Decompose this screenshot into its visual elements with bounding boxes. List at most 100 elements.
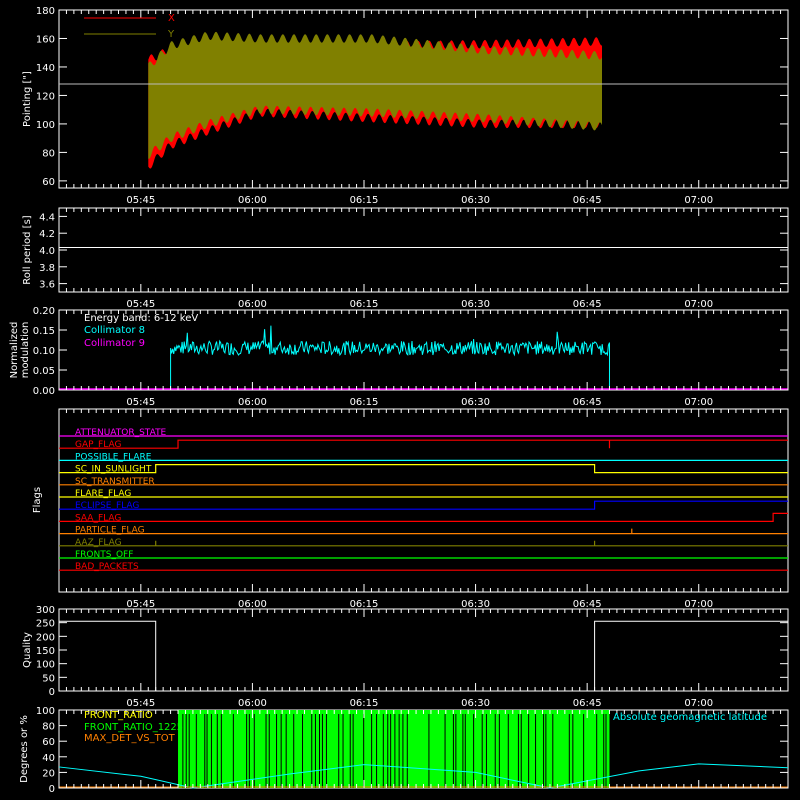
ratios-ylabel: Degrees or % [19, 715, 30, 783]
y-tick-label: 140 [36, 63, 55, 74]
roll-period-panel: 05:45 06:00 06:15 06:30 06:45 07:00 3.6 3.8 4.0 4… [22, 207, 789, 310]
x-tick-label: 06:15 [350, 299, 379, 310]
modulation-legend-title: Energy band: 6-12 keV [84, 313, 198, 324]
x-tick-label: 06:00 [238, 195, 267, 206]
y-tick-label: 40 [42, 753, 55, 764]
y-tick-label: 4.2 [39, 229, 55, 240]
flag-label: FRONTS_OFF [75, 550, 133, 560]
y-tick-label: 200 [36, 632, 55, 643]
flag-label: ECLIPSE_FLAG [75, 501, 139, 511]
y-tick-label: 100 [36, 120, 55, 131]
x-tick-label: 06:15 [350, 698, 379, 709]
x-tick-label: 06:45 [573, 599, 602, 610]
flag-label: SAA_FLAG [75, 513, 121, 523]
x-tick-label: 06:00 [238, 698, 267, 709]
flags-ylabel: Flags [32, 487, 43, 513]
geomagnetic-latitude-line [58, 763, 789, 789]
x-tick-label: 06:00 [238, 299, 267, 310]
y-tick-label: 60 [42, 177, 55, 188]
x-tick-label: 06:30 [461, 397, 490, 408]
x-tick-label: 06:15 [350, 397, 379, 408]
x-tick-label: 05:45 [126, 195, 155, 206]
flag-line [59, 540, 788, 547]
flag-line [59, 512, 788, 522]
x-tick-label: 06:30 [461, 299, 490, 310]
legend-geomag-latitude: Absolute geomagnetic latitude [613, 712, 767, 723]
y-tick-label: 80 [42, 722, 55, 733]
x-tick-label: 06:45 [573, 698, 602, 709]
x-tick-label: 06:45 [573, 195, 602, 206]
legend-front-ratio-1225: FRONT_RATIO_1225 [84, 722, 183, 733]
x-tick-label: 06:30 [461, 599, 490, 610]
y-tick-label: 60 [42, 737, 55, 748]
flags-panel: ATTENUATOR_STATE GAP_FLAG POSSIBLE_FLARE SC… [32, 408, 789, 610]
y-tick-label: 0.20 [33, 306, 55, 317]
x-tick-label: 06:15 [350, 195, 379, 206]
x-tick-label: 07:00 [684, 299, 713, 310]
x-tick-label: 05:45 [126, 397, 155, 408]
x-tick-label: 06:45 [573, 397, 602, 408]
y-tick-label: 3.6 [39, 280, 55, 291]
y-tick-label: 3.8 [39, 263, 55, 274]
x-tick-label: 06:45 [573, 299, 602, 310]
flag-line [59, 464, 788, 474]
y-tick-label: 20 [42, 768, 55, 779]
flag-label: PARTICLE_FLAG [75, 526, 145, 536]
quality-line [59, 620, 788, 692]
quality-ylabel: Quality [22, 632, 33, 668]
y-tick-label: 100 [36, 706, 55, 717]
modulation-ylabel-1: Normalized [9, 322, 20, 379]
flag-label: FLARE_FLAG [75, 489, 131, 499]
legend-collimator-9: Collimator 9 [84, 338, 145, 349]
pointing-ylabel: Pointing ["] [22, 71, 33, 127]
x-tick-label: 07:00 [684, 397, 713, 408]
y-tick-label: 4.4 [39, 212, 55, 223]
flag-label: ATTENUATOR_STATE [75, 428, 167, 438]
y-tick-label: 250 [36, 619, 55, 630]
x-tick-label: 05:45 [126, 299, 155, 310]
y-tick-label: 160 [36, 34, 55, 45]
collimator-8-line [170, 325, 610, 391]
flag-label: SC_IN_SUNLIGHT [75, 465, 152, 475]
y-tick-label: 100 [36, 660, 55, 671]
flag-label: POSSIBLE_FLARE [75, 452, 152, 462]
flag-label: AAZ_FLAG [75, 538, 122, 548]
x-tick-label: 05:45 [126, 698, 155, 709]
x-tick-label: 06:15 [350, 599, 379, 610]
y-tick-label: 150 [36, 646, 55, 657]
x-tick-label: 07:00 [684, 599, 713, 610]
front-ratio-1225-fill [178, 710, 610, 788]
x-tick-label: 06:30 [461, 698, 490, 709]
pointing-panel: 05:45 06:00 06:15 06:30 06:45 07:00 60 80 100 120… [22, 6, 789, 206]
pointing-band-y [148, 31, 603, 159]
legend-x-label: X [168, 13, 175, 24]
flag-line [59, 439, 788, 449]
legend-collimator-8: Collimator 8 [84, 325, 145, 336]
x-tick-label: 05:45 [126, 599, 155, 610]
flag-label: BAD_PACKETS [75, 562, 139, 572]
y-tick-label: 0.10 [33, 346, 55, 357]
x-tick-label: 06:00 [238, 599, 267, 610]
flag-line [59, 528, 788, 535]
x-tick-label: 06:30 [461, 195, 490, 206]
modulation-ylabel-2: modulation [20, 322, 31, 379]
y-tick-label: 300 [36, 605, 55, 616]
modulation-panel: 05:45 06:00 06:15 06:30 06:45 07:00 0.00 0.05 0.… [9, 306, 789, 408]
legend-front-ratio: FRONT_RATIO [84, 710, 153, 721]
flag-line [59, 500, 788, 510]
legend-max-det: MAX_DET_VS_TOT [84, 733, 176, 744]
y-tick-label: 0.15 [33, 326, 55, 337]
y-tick-label: 180 [36, 6, 55, 17]
pointing-legend: X Y [84, 13, 175, 40]
flag-label: SC_TRANSMITTER [75, 477, 155, 487]
flag-label: GAP_FLAG [75, 440, 121, 450]
roll-ylabel: Roll period [s] [22, 215, 33, 284]
ratios-panel: 0 20 40 60 80 100 Degrees or % FRONT_RATIO FR… [19, 706, 789, 795]
quality-panel: 05:45 06:00 06:15 06:30 06:45 07:00 0 50 100 150 2… [22, 605, 789, 709]
y-tick-label: 0 [49, 687, 55, 698]
y-tick-label: 0.05 [33, 366, 55, 377]
x-tick-label: 06:00 [238, 397, 267, 408]
y-tick-label: 0.00 [33, 386, 55, 397]
x-tick-label: 07:00 [684, 195, 713, 206]
